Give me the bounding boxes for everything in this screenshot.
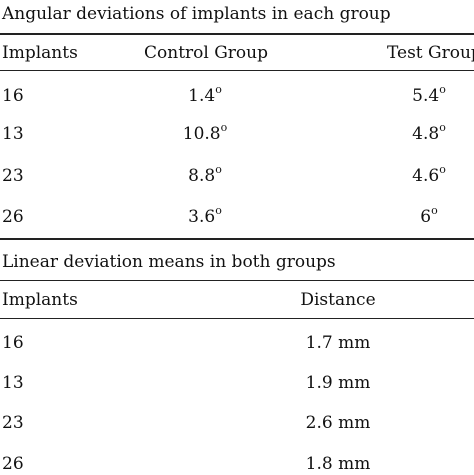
table2-header-implants: Implants — [2, 290, 78, 310]
table1-header-rule — [0, 70, 474, 71]
table1-row2-test: 4.8o — [412, 121, 446, 144]
table2-header-distance: Distance — [300, 290, 376, 310]
degree-symbol: o — [215, 163, 222, 176]
table1-top-rule — [0, 33, 474, 35]
table2-row4-implant: 26 — [2, 454, 24, 474]
table1-header-implants: Implants — [2, 43, 78, 63]
table1-row1-implant: 16 — [2, 86, 24, 106]
table2-row2-distance: 1.9 mm — [305, 373, 371, 393]
table2-row2-implant: 13 — [2, 373, 24, 393]
degree-symbol: o — [439, 121, 446, 134]
table2-row3-implant: 23 — [2, 413, 24, 433]
table2-row3-distance: 2.6 mm — [305, 413, 371, 433]
table2-header-rule — [0, 318, 474, 319]
table2-top-rule — [0, 280, 474, 281]
table2-caption: Linear deviation means in both groups — [2, 252, 336, 272]
degree-symbol: o — [215, 83, 222, 96]
table1-row3-implant: 23 — [2, 166, 24, 186]
table1-row4-control: 3.6o — [188, 204, 222, 227]
degree-symbol: o — [431, 204, 438, 217]
degree-symbol: o — [439, 83, 446, 96]
table1-row4-test: 6o — [420, 204, 438, 227]
degree-symbol: o — [220, 121, 228, 134]
degree-symbol: o — [215, 204, 222, 217]
table1-caption: Angular deviations of implants in each g… — [2, 4, 391, 24]
table2-row1-distance: 1.7 mm — [305, 333, 371, 353]
table1-row3-test: 4.6o — [412, 163, 446, 186]
section-divider-rule — [0, 238, 474, 240]
degree-symbol: o — [439, 163, 446, 176]
table1-row2-control: 10.8o — [182, 121, 228, 144]
table1-row4-implant: 26 — [2, 207, 24, 227]
table2-row4-distance: 1.8 mm — [305, 454, 371, 474]
table1-row1-control: 1.4o — [188, 83, 222, 106]
table2-row1-implant: 16 — [2, 333, 24, 353]
table1-header-test: Test Group — [387, 43, 474, 63]
table1-row3-control: 8.8o — [188, 163, 222, 186]
table1-row2-implant: 13 — [2, 124, 24, 144]
table1-header-control: Control Group — [144, 43, 268, 63]
table1-row1-test: 5.4o — [412, 83, 446, 106]
